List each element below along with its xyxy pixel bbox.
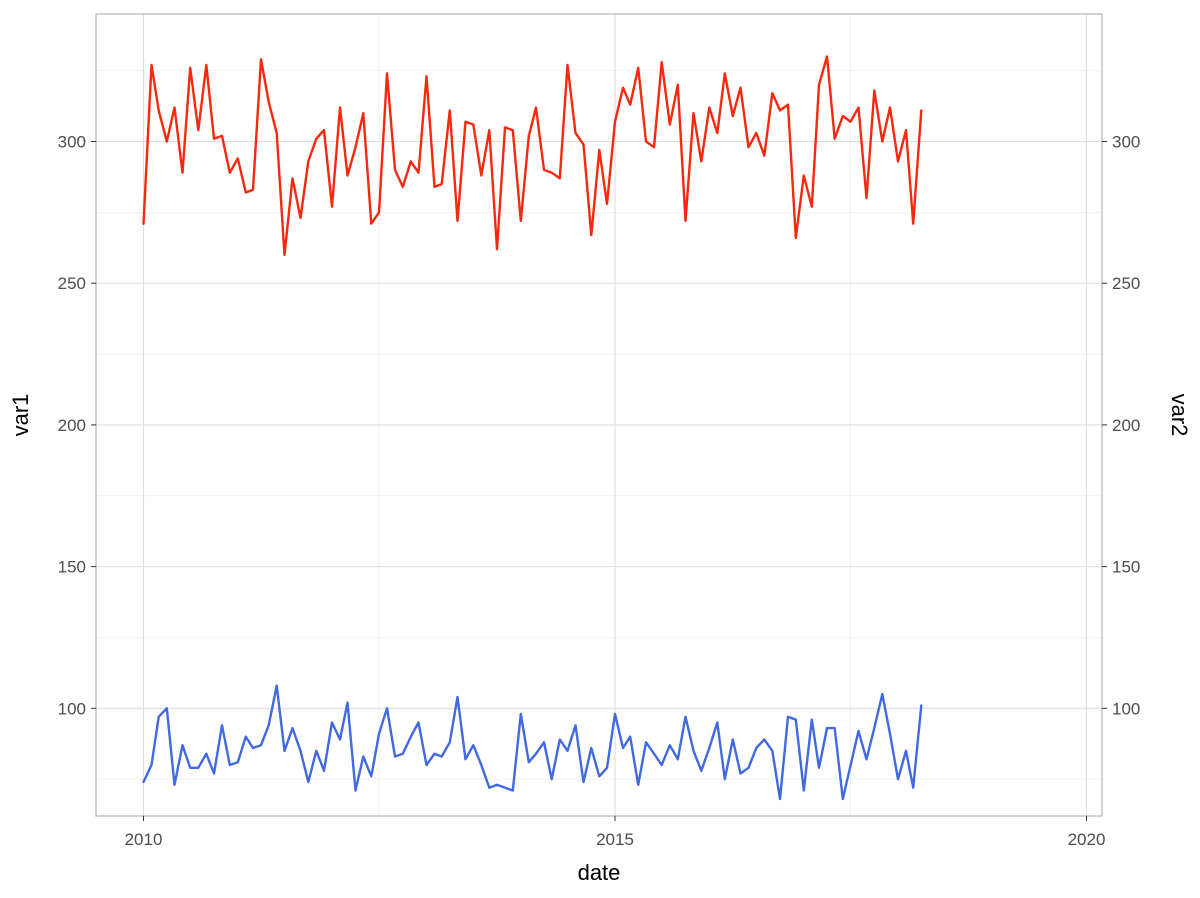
- y-axis-title: var1: [8, 394, 33, 437]
- y-tick-label: 100: [58, 699, 86, 718]
- x-tick-label: 2010: [125, 830, 163, 849]
- tick-labels: 100 150 200 250 300 100 150 200 250 300 2010 2015 20…: [58, 133, 1141, 849]
- x-axis-title: date: [578, 860, 621, 885]
- panel-border: [95, 13, 1103, 817]
- y2-tick-label: 300: [1112, 133, 1140, 152]
- y2-tick-label: 200: [1112, 416, 1140, 435]
- grid-lines: [96, 14, 1102, 816]
- y2-tick-label: 150: [1112, 558, 1140, 577]
- y2-axis-title: var2: [1167, 394, 1192, 437]
- series-line-2: [142, 684, 923, 801]
- y-tick-label: 300: [58, 133, 86, 152]
- series-lines: [142, 55, 923, 801]
- y2-tick-label: 250: [1112, 274, 1140, 293]
- x-tick-label: 2020: [1068, 830, 1106, 849]
- series-line-1: [142, 55, 923, 257]
- y-tick-label: 250: [58, 274, 86, 293]
- x-tick-label: 2015: [596, 830, 634, 849]
- y2-tick-label: 100: [1112, 699, 1140, 718]
- axis-ticks: [91, 141, 1107, 821]
- y-tick-label: 200: [58, 416, 86, 435]
- y-tick-label: 150: [58, 558, 86, 577]
